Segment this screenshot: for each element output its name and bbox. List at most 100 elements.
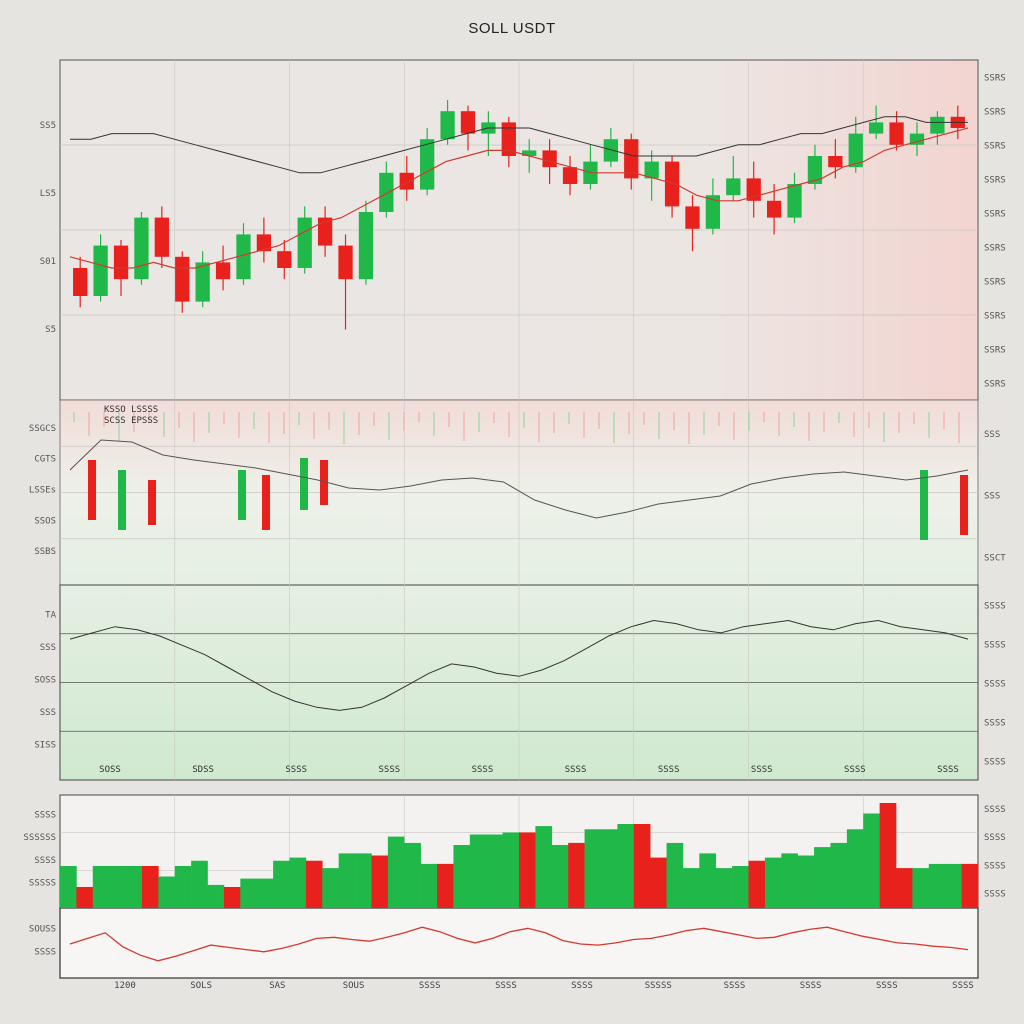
y-tick-label: SSSS (34, 811, 56, 821)
price-candle (297, 217, 312, 268)
y-tick-label: SSS (40, 643, 56, 653)
oscillator-tag: SSSS (378, 765, 400, 775)
right-tick-label: SSRS (984, 209, 1006, 219)
volume-bar (584, 829, 602, 908)
oscillator-tag: SOSS (99, 765, 121, 775)
chart-title: SOLL USDT (468, 20, 556, 37)
x-tick-label: SSSS (800, 981, 822, 991)
right-tick-label: SSSS (984, 679, 1006, 689)
price-candle (501, 122, 516, 156)
right-tick-label: SSRS (984, 243, 1006, 253)
price-candle (420, 139, 435, 190)
y-tick-label: SSSSS (29, 878, 56, 888)
volume-bar (469, 834, 487, 908)
volume-bar (76, 887, 94, 908)
volume-bar (764, 857, 782, 908)
moving-average-fast (69, 127, 969, 269)
x-tick-label: SOLS (190, 981, 212, 991)
oscillator-tag: SSSS (565, 765, 587, 775)
volume-bar (535, 826, 553, 908)
price-candle (379, 172, 394, 212)
oscillator-line (69, 619, 969, 711)
volume-bar (617, 824, 635, 908)
price-candle (766, 200, 782, 218)
volume-bar (453, 845, 471, 908)
price-candle (522, 150, 537, 156)
y-tick-label: CGTS (34, 455, 56, 465)
volume-bar (945, 863, 962, 908)
price-candle (869, 122, 884, 134)
indicator-candle (262, 475, 270, 530)
y-tick-label: SOUSS (29, 924, 56, 934)
indicator-candle (118, 470, 126, 530)
x-tick-label: SSSS (571, 981, 593, 991)
volume-bar (387, 836, 405, 908)
volume-bar (797, 855, 815, 908)
oscillator-tag: SSSS (658, 765, 680, 775)
y-tick-label: SSSS (34, 856, 56, 866)
volume-bar (305, 860, 323, 908)
indicator-line (69, 439, 969, 519)
y-tick-label: SISS (34, 741, 56, 751)
price-candle (256, 234, 272, 252)
y-tick-label: SSOS (34, 516, 56, 526)
volume-bar (879, 803, 897, 908)
volume-bar (814, 847, 831, 908)
y-tick-label: S5 (45, 325, 56, 335)
y-tick-label: SSSS (34, 948, 56, 958)
volume-bar (404, 842, 421, 908)
price-candle (338, 245, 353, 280)
y-tick-label: SSGCS (29, 424, 56, 434)
indicator-annotation: SCSS EPSSS (104, 416, 158, 426)
volume-bar (682, 868, 700, 908)
oscillator-tag: SSSS (472, 765, 494, 775)
oscillator-tag: SSSS (751, 765, 773, 775)
volume-bar (174, 866, 192, 908)
volume-bar (568, 842, 585, 908)
volume-bar (240, 878, 258, 908)
oscillator-tag: SSSS (844, 765, 866, 775)
price-candle (889, 122, 904, 145)
right-tick-label: SSSS (984, 861, 1006, 871)
x-tick-label: 1200 (114, 981, 136, 991)
price-candle (828, 156, 843, 168)
volume-bar (928, 863, 946, 908)
price-candle (664, 161, 680, 207)
oscillator-tag: SSSS (937, 765, 959, 775)
x-tick-label: SOUS (343, 981, 365, 991)
price-candle (215, 262, 231, 280)
price-candle (705, 195, 721, 229)
volume-bar (141, 866, 159, 908)
x-tick-label: SSSSS (645, 981, 672, 991)
volume-bar (830, 842, 848, 908)
y-tick-label: LSSEs (29, 486, 56, 496)
y-tick-label: SSS (40, 708, 56, 718)
right-tick-label: SSSS (984, 757, 1006, 767)
volume-bar (551, 845, 569, 908)
price-candle (542, 150, 557, 168)
volume-bar (223, 887, 241, 908)
price-candle (440, 111, 455, 140)
right-tick-label: SSRS (984, 175, 1006, 185)
volume-bar (92, 866, 110, 908)
volume-bar (846, 829, 864, 908)
price-candle (909, 133, 925, 145)
right-tick-label: SSCT (984, 553, 1006, 563)
volume-bar (207, 884, 225, 908)
indicator-candle (960, 475, 968, 535)
volume-bar (961, 863, 979, 908)
volume-bar (600, 829, 618, 908)
price-candle (603, 139, 618, 162)
right-tick-label: SSSS (984, 805, 1006, 815)
bottom-line (69, 926, 969, 962)
right-tick-label: SSSS (984, 601, 1006, 611)
right-tick-label: SSRS (984, 277, 1006, 287)
volume-bar (633, 824, 651, 908)
volume-bar (896, 868, 913, 908)
price-candle (358, 212, 374, 280)
right-tick-label: SSRS (984, 311, 1006, 321)
price-candle (399, 172, 414, 190)
volume-bar (732, 866, 749, 908)
oscillator-tag: SSSS (285, 765, 307, 775)
